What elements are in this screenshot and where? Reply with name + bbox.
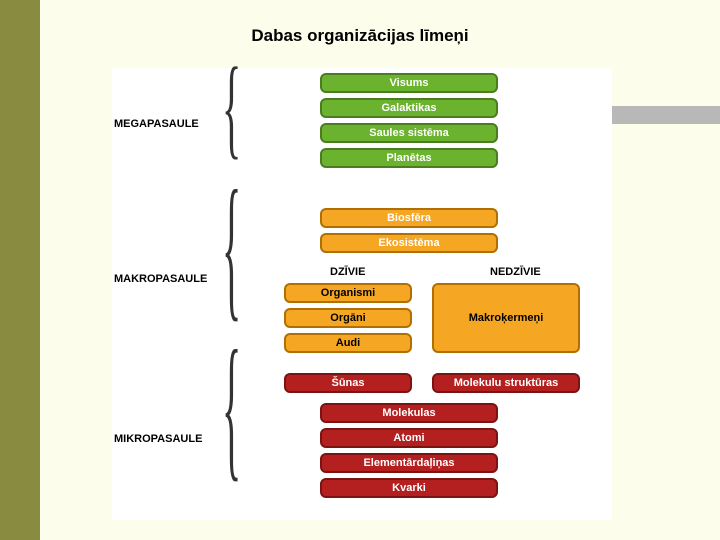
level-box-mikro: Kvarki	[320, 478, 498, 498]
diagram-title: Dabas organizācijas līmeņi	[0, 26, 720, 46]
level-box-mikro: Molekulas	[320, 403, 498, 423]
level-box-mega: Visums	[320, 73, 498, 93]
brace-icon: {	[222, 52, 241, 164]
section-label-makropasaule: MAKROPASAULE	[114, 273, 207, 285]
section-label-mikropasaule: MIKROPASAULE	[114, 433, 202, 445]
section-label-megapasaule: MEGAPASAULE	[114, 118, 199, 130]
level-box-makro: Ekosistēma	[320, 233, 498, 253]
level-box-mikro-split: Šūnas	[284, 373, 412, 393]
level-box-mikro-split: Molekulu struktūras	[432, 373, 580, 393]
level-box-mega: Planētas	[320, 148, 498, 168]
level-box-makro-living: Orgāni	[284, 308, 412, 328]
left-accent-bar	[0, 0, 40, 540]
level-box-makro: Biosfēra	[320, 208, 498, 228]
level-box-makro-living: Organismi	[284, 283, 412, 303]
level-box-makro-living: Audi	[284, 333, 412, 353]
brace-icon: {	[222, 168, 241, 328]
column-header-living: DZĪVIE	[330, 266, 365, 278]
brace-icon: {	[222, 328, 241, 488]
level-box-mega: Saules sistēma	[320, 123, 498, 143]
level-box-mikro: Atomi	[320, 428, 498, 448]
level-box-mega: Galaktikas	[320, 98, 498, 118]
column-header-nonliving: NEDZĪVIE	[490, 266, 541, 278]
diagram-container: MEGAPASAULE{MAKROPASAULE{MIKROPASAULE{DZ…	[112, 68, 612, 520]
level-box-mikro: Elementārdaļiņas	[320, 453, 498, 473]
level-box-makro-nonliving: Makroķermeņi	[432, 283, 580, 353]
